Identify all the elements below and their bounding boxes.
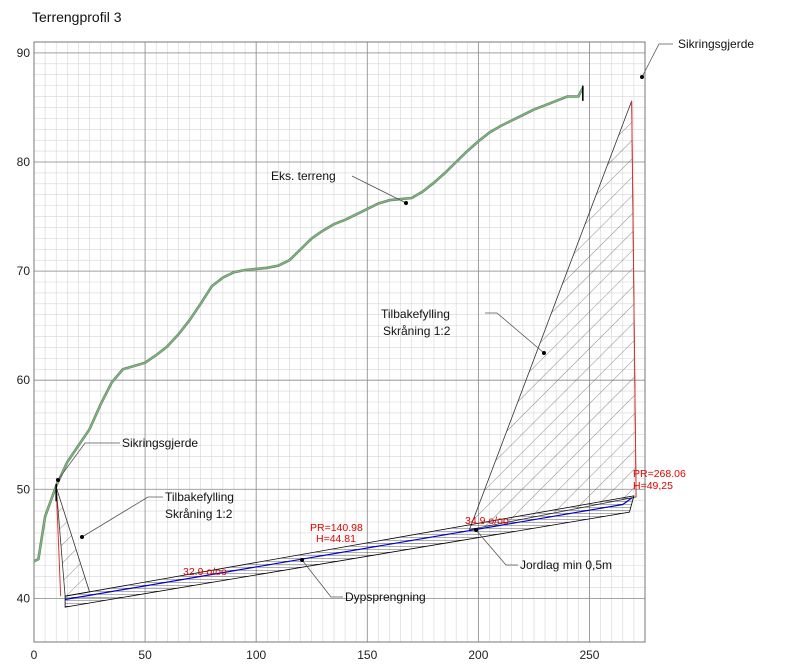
leader-jordlag	[475, 529, 518, 566]
leader-jordlag-dot	[474, 528, 478, 532]
label-eks-terreng: Eks. terreng	[271, 169, 336, 183]
label-h-right: H=49,25	[633, 480, 673, 492]
x-tick-label: 250	[579, 648, 599, 662]
leader-sikr-top	[641, 43, 673, 78]
x-tick-label: 200	[468, 648, 488, 662]
label-dypsprengning: Dypsprengning	[345, 590, 426, 604]
label-sikringsgjerde-top: Sikringsgjerde	[678, 37, 754, 51]
plot-border	[33, 41, 646, 643]
label-tilbake-right-1: Tilbakefylling	[381, 307, 450, 321]
label-pr-right: PR=268.06	[633, 468, 686, 480]
label-jordlag: Jordlag min 0,5m	[520, 558, 612, 572]
right-rock-face	[631, 100, 637, 497]
label-h-mid: H=44.81	[316, 533, 356, 545]
y-tick-label: 40	[17, 591, 31, 605]
left-rock-face	[55, 487, 62, 597]
plot-frame	[33, 41, 646, 643]
y-tick-label: 70	[17, 264, 31, 278]
leader-eks	[351, 175, 407, 204]
x-tick-label: 150	[357, 648, 377, 662]
leader-eks-dot	[404, 201, 408, 205]
label-tilbake-left-2: Skråning 1:2	[165, 507, 233, 521]
label-pr-mid: PR=140.98	[310, 522, 363, 534]
leader-sikr-left-dot	[56, 478, 60, 482]
annotation-marks	[55, 43, 673, 598]
leader-tilbake-left	[81, 496, 163, 538]
leader-dyp-dot	[300, 558, 304, 562]
data-series	[33, 87, 633, 601]
axis-ticks: 0 50 100 150 200 250 40 50 60 70 80 90	[17, 46, 600, 662]
label-slope-left: 32.9 o/oo	[183, 566, 227, 578]
x-tick-label: 50	[138, 648, 152, 662]
label-tilbake-left-1: Tilbakefylling	[165, 490, 234, 504]
label-tilbake-right-2: Skråning 1:2	[383, 324, 451, 338]
y-tick-label: 60	[17, 373, 31, 387]
y-tick-label: 80	[17, 155, 31, 169]
terrain-line	[33, 87, 584, 562]
blasting-line	[64, 497, 633, 601]
leader-sikr-top-dot	[640, 75, 644, 79]
x-tick-label: 100	[246, 648, 266, 662]
label-sikringsgjerde-left: Sikringsgjerde	[122, 436, 198, 450]
y-tick-label: 50	[17, 482, 31, 496]
leader-tilbake-right-dot	[542, 351, 546, 355]
right-fill	[468, 100, 637, 531]
y-tick-label: 90	[17, 46, 31, 60]
x-tick-label: 0	[31, 648, 38, 662]
page-title: Terrengprofil 3	[32, 9, 122, 25]
leader-tilbake-left-dot	[80, 535, 84, 539]
left-fill	[55, 486, 91, 597]
leader-dyp	[301, 559, 343, 598]
label-slope-right: 34.9 o/oo	[465, 515, 509, 527]
leader-tilbake-right	[485, 312, 545, 354]
leader-sikr-left	[57, 442, 120, 481]
